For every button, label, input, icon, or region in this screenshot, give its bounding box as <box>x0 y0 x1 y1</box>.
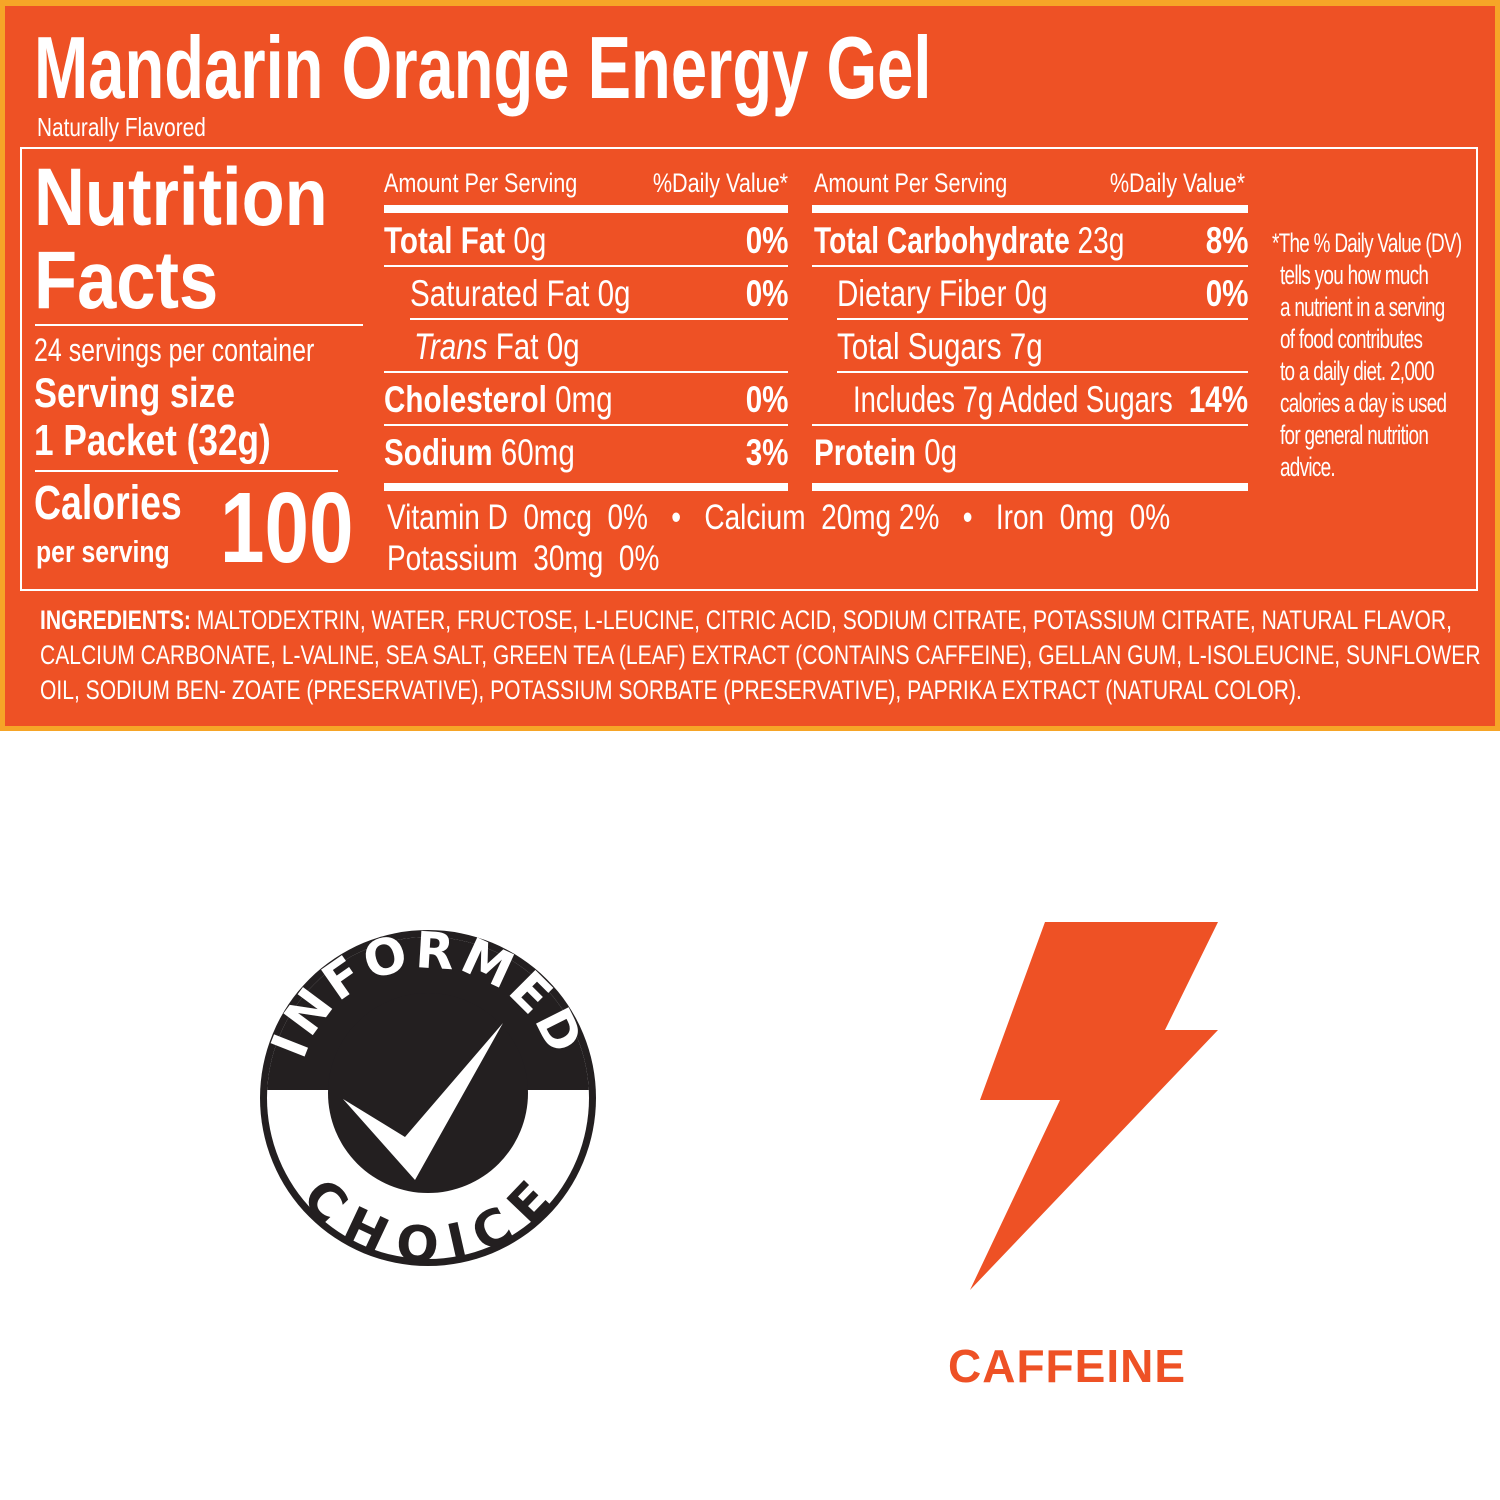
col2-header-amount: Amount Per Serving <box>814 168 1008 198</box>
divider <box>837 371 1248 373</box>
facts-heading-2: Facts <box>34 235 219 326</box>
serving-size-label: Serving size <box>34 369 235 416</box>
calories-value: 100 <box>220 472 354 584</box>
thick-divider <box>812 205 1248 213</box>
row-sodium: Sodium 60mg 3% <box>384 432 788 473</box>
row-total-sugars: Total Sugars 7g <box>837 326 1043 367</box>
divider <box>837 318 1248 320</box>
dv-footnote: *The % Daily Value (DV) tells you how mu… <box>1272 228 1462 482</box>
divider <box>812 265 1248 267</box>
product-subtitle: Naturally Flavored <box>37 112 206 142</box>
divider <box>384 265 788 267</box>
col1-header-dv: %Daily Value* <box>652 168 788 198</box>
ingredients-line-3: OIL, SODIUM BEN- ZOATE (PRESERVATIVE), P… <box>40 675 1302 705</box>
row-protein: Protein 0g <box>814 432 958 473</box>
ingredients-line-2: CALCIUM CARBONATE, L-VALINE, SEA SALT, G… <box>40 640 1481 670</box>
vitamins-line-1: Vitamin D 0mcg 0% • Calcium 20mg 2% • Ir… <box>387 498 1171 537</box>
row-total-carbohydrate: Total Carbohydrate 23g 8% <box>814 220 1248 261</box>
nutrition-facts-box <box>20 147 1478 591</box>
vitamins-line-2: Potassium 30mg 0% <box>387 539 660 578</box>
divider <box>384 371 788 373</box>
product-title: Mandarin Orange Energy Gel <box>34 18 932 117</box>
divider <box>812 424 1248 426</box>
facts-heading: Nutrition <box>34 152 328 243</box>
lightning-bolt-icon <box>970 922 1218 1290</box>
row-cholesterol: Cholesterol 0mg 0% <box>384 379 788 420</box>
row-saturated-fat: Saturated Fat 0g 0% <box>410 273 788 314</box>
per-serving-label: per serving <box>36 534 170 569</box>
row-trans-fat: Trans Fat 0g <box>414 326 580 367</box>
divider <box>35 470 338 472</box>
thick-divider <box>384 205 788 213</box>
thick-divider <box>384 483 788 491</box>
divider <box>35 324 363 326</box>
row-dietary-fiber: Dietary Fiber 0g 0% <box>837 273 1248 314</box>
calories-label: Calories <box>34 477 182 530</box>
informed-choice-logo: INFORMED CHOICE <box>260 925 596 1271</box>
divider <box>410 318 788 320</box>
col2-header-dv: %Daily Value* <box>1109 168 1245 198</box>
serving-size: 1 Packet (32g) <box>34 416 271 465</box>
row-total-fat: Total Fat 0g 0% <box>384 220 788 261</box>
divider <box>384 424 788 426</box>
thick-divider <box>812 483 1248 491</box>
ingredients-line-1: INGREDIENTS: MALTODEXTRIN, WATER, FRUCTO… <box>40 605 1452 635</box>
caffeine-label: CAFFEINE <box>948 1340 1186 1392</box>
col1-header-amount: Amount Per Serving <box>384 168 578 198</box>
nutrition-panel <box>0 0 1500 731</box>
servings-per-container: 24 servings per container <box>34 332 315 368</box>
row-added-sugars: Includes 7g Added Sugars 14% <box>853 379 1248 420</box>
